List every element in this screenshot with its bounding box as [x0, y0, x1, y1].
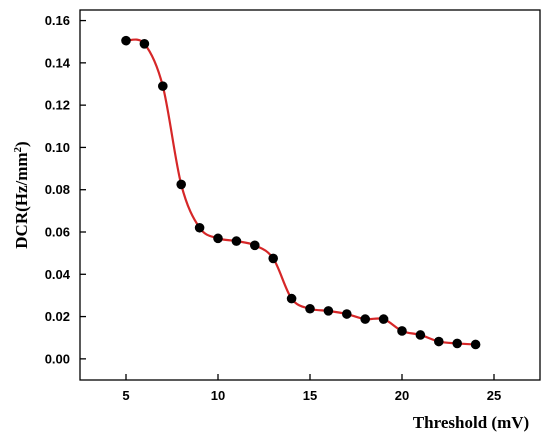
- x-tick-label: 5: [122, 388, 129, 403]
- data-point: [158, 81, 168, 91]
- x-tick-label: 20: [395, 388, 409, 403]
- data-point: [378, 314, 389, 324]
- axes: [79, 9, 541, 381]
- y-tick-label: 0.16: [45, 13, 70, 28]
- y-tick-label: 0.00: [45, 351, 70, 366]
- y-tick-label: 0.10: [45, 140, 70, 155]
- y-axis-ticks: 0.00 0.02 0.04 0.06 0.08 0.10 0.12 0.14 0.16: [45, 13, 86, 366]
- y-tick-label: 0.12: [45, 98, 70, 113]
- y-tick-label: 0.14: [45, 55, 71, 70]
- plot-frame: [79, 9, 541, 381]
- data-point: [194, 222, 205, 233]
- y-tick-label: 0.08: [45, 182, 70, 197]
- data-point: [415, 330, 426, 340]
- data-point: [452, 338, 463, 349]
- y-tick-label: 0.02: [45, 309, 70, 324]
- data-point: [250, 240, 260, 251]
- data-point: [305, 303, 315, 314]
- x-axis-title: Threshold (mV): [413, 413, 529, 432]
- data-point: [434, 336, 444, 347]
- x-axis-ticks: 5 10 15 20 25: [122, 374, 501, 403]
- y-axis-title: DCR(Hz/mm2): [12, 141, 31, 248]
- data-point: [213, 233, 223, 244]
- y-axis-title-sup: 2: [12, 146, 24, 152]
- x-tick-label: 25: [487, 388, 501, 403]
- data-point: [286, 293, 297, 304]
- data-point: [470, 339, 481, 350]
- series-group: [121, 35, 481, 350]
- y-tick-label: 0.04: [45, 267, 71, 282]
- data-point: [139, 39, 150, 49]
- data-point: [360, 314, 371, 324]
- data-point: [397, 326, 407, 336]
- data-point: [342, 309, 352, 319]
- y-axis-title-main: DCR(Hz/mm: [12, 152, 31, 248]
- data-point: [268, 253, 279, 264]
- data-point: [323, 306, 334, 316]
- y-axis-title-close: ): [12, 141, 31, 147]
- x-tick-label: 10: [211, 388, 225, 403]
- data-point: [176, 179, 186, 190]
- y-tick-label: 0.06: [45, 225, 70, 240]
- x-tick-label: 15: [303, 388, 317, 403]
- data-point: [231, 236, 242, 246]
- series-line: [125, 38, 476, 346]
- data-point: [121, 35, 131, 46]
